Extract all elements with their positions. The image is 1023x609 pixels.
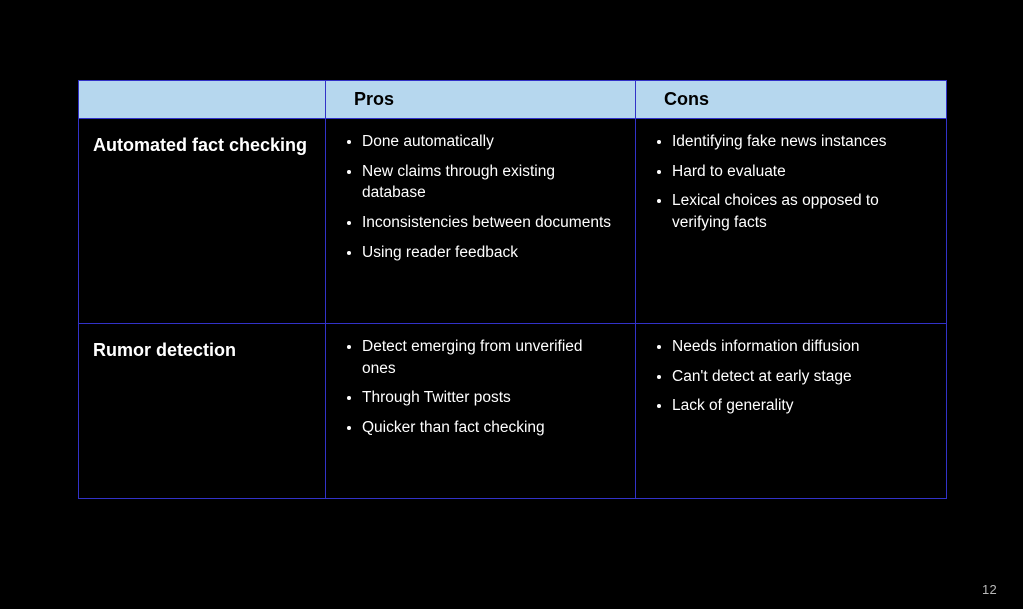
pros-list: Detect emerging from unverified ones Thr… [342,336,619,439]
comparison-table-wrap: Pros Cons Automated fact checking Done a… [78,80,946,499]
header-row: Pros Cons [79,81,947,119]
list-item: Inconsistencies between documents [362,212,619,234]
cons-cell: Needs information diffusion Can't detect… [636,324,947,499]
col-header-blank [79,81,326,119]
list-item: Done automatically [362,131,619,153]
pros-cell: Detect emerging from unverified ones Thr… [326,324,636,499]
col-header-cons: Cons [636,81,947,119]
row-label: Automated fact checking [79,119,326,324]
table-head: Pros Cons [79,81,947,119]
list-item: Lexical choices as opposed to verifying … [672,190,930,233]
comparison-table: Pros Cons Automated fact checking Done a… [78,80,947,499]
table-row: Rumor detection Detect emerging from unv… [79,324,947,499]
list-item: Lack of generality [672,395,930,417]
list-item: Can't detect at early stage [672,366,930,388]
list-item: Through Twitter posts [362,387,619,409]
pros-list: Done automatically New claims through ex… [342,131,619,263]
cons-cell: Identifying fake news instances Hard to … [636,119,947,324]
list-item: Needs information diffusion [672,336,930,358]
cons-list: Identifying fake news instances Hard to … [652,131,930,234]
cons-list: Needs information diffusion Can't detect… [652,336,930,417]
pros-cell: Done automatically New claims through ex… [326,119,636,324]
list-item: New claims through existing database [362,161,619,204]
table-row: Automated fact checking Done automatical… [79,119,947,324]
list-item: Quicker than fact checking [362,417,619,439]
list-item: Detect emerging from unverified ones [362,336,619,379]
slide-number: 12 [982,582,997,597]
col-header-pros: Pros [326,81,636,119]
list-item: Hard to evaluate [672,161,930,183]
row-label: Rumor detection [79,324,326,499]
list-item: Using reader feedback [362,242,619,264]
list-item: Identifying fake news instances [672,131,930,153]
table-body: Automated fact checking Done automatical… [79,119,947,499]
